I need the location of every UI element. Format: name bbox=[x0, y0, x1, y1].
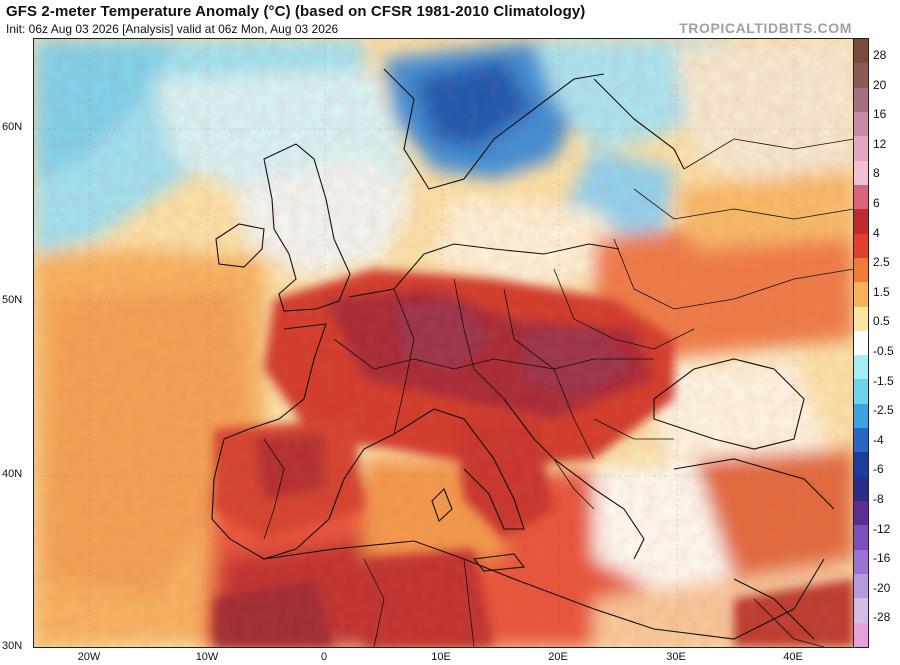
colorbar-tick-label: 28 bbox=[873, 48, 887, 62]
lon-label-10e: 10E bbox=[431, 651, 451, 663]
colorbar-segment bbox=[854, 501, 868, 526]
lon-label-20e: 20E bbox=[548, 651, 568, 663]
colorbar bbox=[853, 38, 869, 648]
colorbar-segment bbox=[854, 39, 868, 64]
colorbar-tick-label: 20 bbox=[873, 77, 887, 92]
lon-label-0: 0 bbox=[320, 651, 328, 663]
colorbar-tick-label: -4 bbox=[873, 432, 884, 447]
colorbar-segment bbox=[854, 330, 868, 356]
colorbar-tick-label: 16 bbox=[873, 107, 887, 122]
map-subtitle: Init: 06z Aug 03 2026 [Analysis] valid a… bbox=[6, 22, 339, 36]
colorbar-tick-label: 12 bbox=[873, 136, 887, 151]
colorbar-segment bbox=[854, 355, 868, 380]
colorbar-tick-label: 6 bbox=[873, 196, 880, 210]
colorbar-tick-label: -1.5 bbox=[873, 373, 894, 388]
colorbar-tick-label: 0.5 bbox=[873, 314, 890, 329]
colorbar-tick-label: 1.5 bbox=[873, 284, 890, 299]
colorbar-segment bbox=[854, 476, 868, 502]
colorbar-segment bbox=[854, 87, 868, 113]
colorbar-segment bbox=[854, 209, 868, 235]
colorbar-segment bbox=[854, 549, 868, 575]
colorbar-tick-label: -20 bbox=[873, 580, 891, 595]
colorbar-segment bbox=[854, 525, 868, 551]
lon-label-10w: 10W bbox=[195, 651, 219, 663]
colorbar-tick-label: -8 bbox=[873, 492, 884, 506]
anomaly-field bbox=[34, 39, 854, 647]
colorbar-segment bbox=[854, 379, 868, 405]
colorbar-tick-label: 2.5 bbox=[873, 255, 890, 270]
colorbar-tick-label: -12 bbox=[873, 521, 891, 536]
colorbar-tick-label: -0.5 bbox=[873, 344, 894, 358]
colorbar-tick-label: -28 bbox=[873, 610, 891, 625]
colorbar-segment bbox=[854, 598, 868, 624]
colorbar-segment bbox=[854, 111, 868, 137]
colorbar-segment bbox=[854, 574, 868, 599]
lat-label-30n: 30N bbox=[2, 640, 23, 652]
colorbar-tick-label: 4 bbox=[873, 225, 880, 240]
colorbar-segment bbox=[854, 428, 868, 453]
colorbar-segment bbox=[854, 233, 868, 259]
colorbar-segment bbox=[854, 160, 868, 186]
lat-label-60n: 60N bbox=[2, 121, 23, 133]
anomaly-map-canvas bbox=[34, 39, 854, 647]
colorbar-segment bbox=[854, 282, 868, 307]
colorbar-segment bbox=[854, 136, 868, 162]
colorbar-tick-label: -2.5 bbox=[873, 403, 894, 418]
colorbar-segment bbox=[854, 184, 868, 210]
lon-label-40e: 40E bbox=[783, 651, 803, 663]
lat-label-40n: 40N bbox=[2, 468, 23, 480]
country-borders bbox=[263, 138, 854, 647]
colorbar-segment bbox=[854, 63, 868, 89]
graticule bbox=[34, 39, 854, 647]
colorbar-tick-label: -16 bbox=[873, 551, 891, 566]
colorbar-segment bbox=[854, 257, 868, 283]
lon-label-30e: 30E bbox=[666, 651, 686, 663]
colorbar-tick-label: 8 bbox=[873, 166, 880, 181]
colorbar-tick-label: -6 bbox=[873, 462, 884, 477]
lon-label-20w: 20W bbox=[77, 651, 101, 663]
colorbar-segment bbox=[854, 403, 868, 429]
anomaly-map[interactable] bbox=[33, 38, 855, 648]
colorbar-segment bbox=[854, 452, 868, 478]
map-title: GFS 2-meter Temperature Anomaly (°C) (ba… bbox=[6, 3, 586, 20]
brand-watermark[interactable]: TROPICALTIDBITS.COM bbox=[679, 20, 852, 36]
colorbar-segment bbox=[854, 306, 868, 332]
lat-label-50n: 50N bbox=[2, 294, 23, 306]
colorbar-segment bbox=[854, 622, 868, 648]
coastlines bbox=[211, 68, 835, 640]
